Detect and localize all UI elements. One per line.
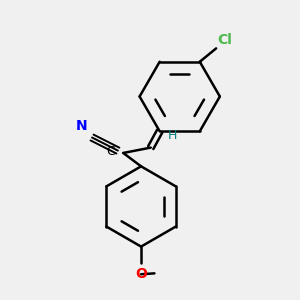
Text: H: H	[168, 129, 177, 142]
Text: Cl: Cl	[218, 33, 232, 47]
Text: O: O	[135, 266, 147, 280]
Text: N: N	[75, 119, 87, 133]
Text: C: C	[106, 145, 115, 158]
